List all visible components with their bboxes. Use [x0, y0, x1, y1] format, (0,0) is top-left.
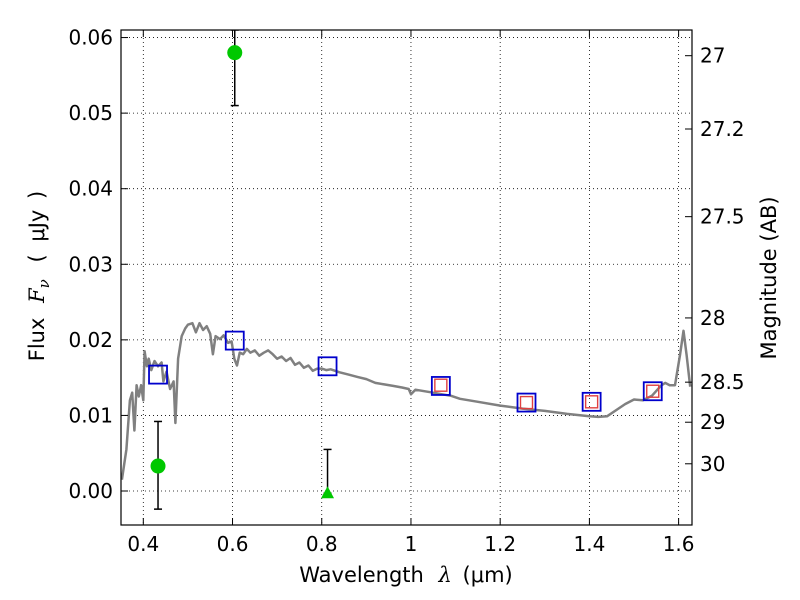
model-photometry-point	[317, 356, 338, 377]
model-photometry-point	[224, 330, 245, 351]
model-photometry-red-point	[584, 395, 599, 409]
x-tick-label: 1	[405, 532, 418, 556]
grid-lines	[121, 30, 692, 525]
axis-ticks: 0.4 0.6 0.8 1 1.2 1.4 1.6 0.00 0.01 0.02 0.03 0.04 0…	[68, 26, 744, 556]
model-photometry-point	[148, 364, 168, 385]
model-photometry-red-point	[519, 395, 534, 410]
model-sed-line	[121, 321, 692, 480]
y-tick-label: 0.03	[68, 252, 113, 276]
x-tick-label: 0.6	[217, 532, 249, 556]
observed-point	[150, 458, 166, 474]
x-tick-label: 1.2	[484, 532, 516, 556]
y2-tick-label: 27.2	[700, 117, 745, 141]
model-photometry-red-point	[434, 378, 448, 392]
model-photometry-point	[430, 376, 451, 396]
model-photometry-point	[581, 391, 602, 412]
x-tick-label: 0.8	[306, 532, 338, 556]
y2-tick-label: 27	[700, 44, 725, 68]
y-axis-label: Flux Fν ( μJy )	[25, 191, 54, 362]
model-photometry-red-point	[646, 384, 660, 398]
x-tick-label: 1.6	[663, 532, 695, 556]
x-tick-label: 1.4	[573, 532, 605, 556]
observed-point	[227, 45, 243, 61]
y-tick-label: 0.06	[68, 26, 113, 50]
model-photometry-point	[516, 392, 537, 413]
plot-area	[121, 30, 692, 510]
x-tick-label: 0.4	[127, 532, 159, 556]
y-tick-label: 0.00	[68, 479, 113, 503]
y-tick-label: 0.02	[68, 328, 113, 352]
x-axis-label: Wavelength λ (μm)	[299, 563, 512, 587]
y2-axis-label: Magnitude (AB)	[757, 196, 781, 359]
y2-tick-label: 28.5	[700, 370, 745, 394]
y-tick-label: 0.05	[68, 101, 113, 125]
y2-tick-label: 27.5	[700, 205, 745, 229]
y-tick-label: 0.04	[68, 177, 113, 201]
y2-tick-label: 28	[700, 306, 725, 330]
y2-tick-label: 30	[700, 452, 725, 476]
y2-tick-label: 29	[700, 410, 725, 434]
y-tick-label: 0.01	[68, 403, 113, 427]
model-photometry-point	[642, 381, 663, 402]
plot-frame	[120, 29, 693, 526]
upper-limit-point	[321, 486, 335, 499]
